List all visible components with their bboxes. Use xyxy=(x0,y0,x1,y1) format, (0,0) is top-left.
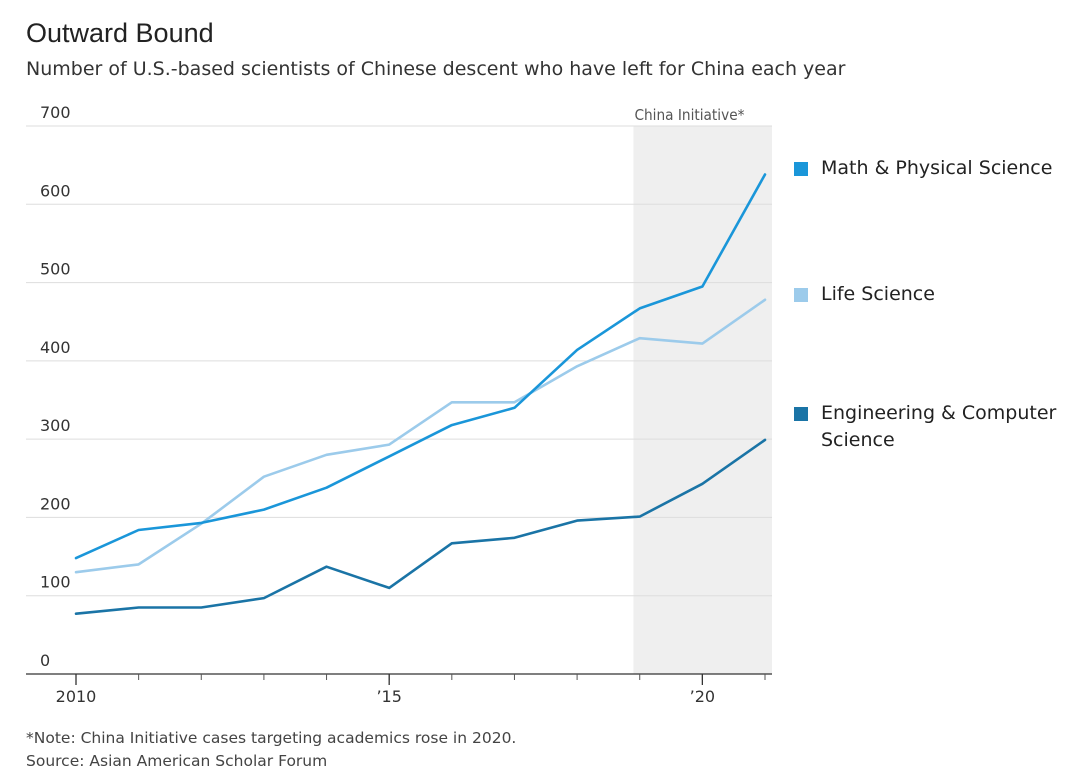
chart-title: Outward Bound xyxy=(26,18,214,48)
line-chart: China Initiative* 0 100 200 300 400 500 600 700 2… xyxy=(26,103,772,706)
y-tick-label: 300 xyxy=(40,416,71,435)
legend-label: Math & Physical Science xyxy=(821,157,1053,179)
legend-swatch-engineering-computer-science xyxy=(794,407,808,421)
legend-item-life-science: Life Science xyxy=(794,281,1076,308)
y-tick-label: 0 xyxy=(40,651,50,670)
x-tick-label: ’20 xyxy=(690,687,715,706)
chart-subtitle: Number of U.S.-based scientists of Chine… xyxy=(26,58,846,80)
y-tick-label: 500 xyxy=(40,260,71,279)
legend-swatch-math-physical-science xyxy=(794,162,808,176)
legend-label: Life Science xyxy=(821,283,935,305)
footnote: *Note: China Initiative cases targeting … xyxy=(26,729,517,747)
china-initiative-label: China Initiative* xyxy=(634,106,744,124)
legend-label: Engineering & Computer Science xyxy=(821,402,1057,451)
legend-item-math-physical-science: Math & Physical Science xyxy=(794,155,1076,182)
y-tick-label: 600 xyxy=(40,181,71,200)
series-line-math-physical-science xyxy=(74,173,767,560)
y-tick-label: 700 xyxy=(40,103,71,122)
china-initiative-region xyxy=(633,126,772,674)
y-tick-label: 200 xyxy=(40,494,71,513)
legend-swatch-life-science xyxy=(794,288,808,302)
x-tick-label: 2010 xyxy=(56,687,97,706)
y-tick-label: 100 xyxy=(40,573,71,592)
y-tick-label: 400 xyxy=(40,338,71,357)
series-line-engineering-computer-science xyxy=(74,438,767,616)
source-note: Source: Asian American Scholar Forum xyxy=(26,752,328,770)
series-line-life-science xyxy=(74,298,767,574)
legend-item-engineering-computer-science: Engineering & Computer Science xyxy=(794,400,1076,454)
x-tick-label: ’15 xyxy=(376,687,401,706)
